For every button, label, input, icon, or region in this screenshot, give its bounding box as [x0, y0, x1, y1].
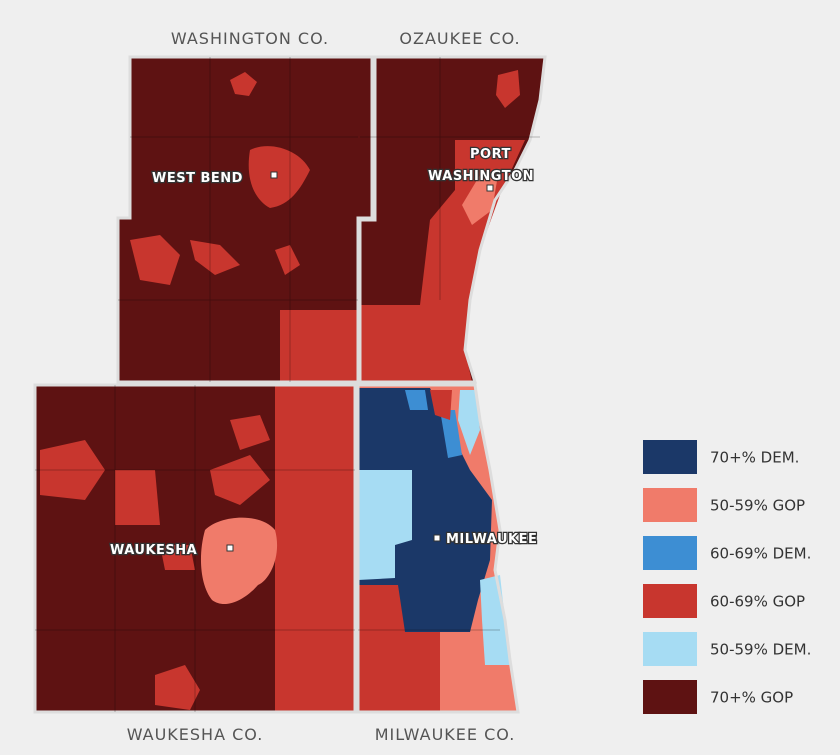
legend-swatch — [643, 584, 697, 618]
region — [358, 585, 440, 712]
county-border — [33, 383, 357, 714]
city-label: WEST BEND — [152, 171, 243, 186]
region — [118, 57, 372, 382]
region — [496, 70, 520, 108]
region — [458, 390, 480, 455]
county-label: OZAUKEE CO. — [399, 29, 520, 48]
region — [358, 470, 412, 580]
city-dot — [433, 534, 441, 542]
region — [130, 72, 358, 382]
region — [430, 390, 452, 420]
region — [405, 390, 428, 410]
county-border — [116, 55, 374, 384]
region — [440, 410, 462, 458]
city-dot — [486, 184, 494, 192]
legend-label: 70+% GOP — [710, 689, 793, 707]
county-label: MILWAUKEE CO. — [375, 725, 516, 744]
legend-swatch — [643, 440, 697, 474]
city-label: PORT — [470, 147, 511, 162]
city-label: WASHINGTON — [428, 169, 534, 184]
legend-label: 60-69% GOP — [710, 593, 805, 611]
region — [480, 575, 510, 665]
county-label: WASHINGTON CO. — [171, 29, 329, 48]
legend-label: 50-59% DEM. — [710, 641, 811, 659]
legend-label: 70+% DEM. — [710, 449, 799, 467]
township-lines — [35, 57, 540, 712]
region — [40, 415, 270, 710]
legend-swatch — [643, 680, 697, 714]
legend-label: 50-59% GOP — [710, 497, 805, 515]
region — [200, 517, 278, 605]
legend-swatch — [643, 536, 697, 570]
legend: 70+% DEM. 50-59% GOP 60-69% DEM. 60-69% GOP… — [643, 440, 811, 714]
legend-label: 60-69% DEM. — [710, 545, 811, 563]
legend-swatch — [643, 632, 697, 666]
county-border — [358, 55, 547, 384]
county-border — [356, 383, 520, 714]
city-dot — [226, 544, 234, 552]
city-dot — [270, 171, 278, 179]
region — [275, 385, 355, 712]
city-label: MILWAUKEE — [446, 532, 537, 547]
city-label: WAUKESHA — [110, 543, 197, 558]
legend-swatch — [643, 488, 697, 522]
county-label: WAUKESHA CO. — [127, 725, 264, 744]
